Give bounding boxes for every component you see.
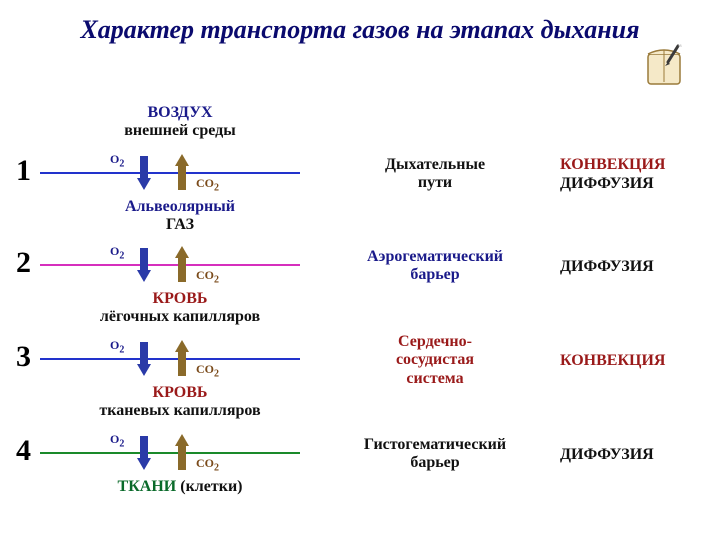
compartment-3: КРОВЬтканевых капилляров [55,384,305,421]
compartment-2: КРОВЬлёгочных капилляров [55,290,305,327]
notebook-icon [638,40,690,97]
mechanism-4: ДИФФУЗИЯ [560,445,710,464]
compartment-0: ВОЗДУХвнешней среды [55,104,305,141]
barrier-line-2 [40,264,300,266]
barrier-line-1 [40,172,300,174]
co2-arrow-1 [178,166,186,190]
stage-number-2: 2 [16,246,31,280]
co2-arrow-tip-4 [175,434,189,446]
slide-title: Характер транспорта газов на этапах дыха… [0,0,720,53]
o2-arrow-tip-4 [137,458,151,470]
mechanism-3: КОНВЕКЦИЯ [560,351,710,370]
barrier-line-4 [40,452,300,454]
barrier-line-3 [40,358,300,360]
pathway-label-3: Сердечно-сосудистаясистема [335,333,535,388]
co2-arrow-3 [178,352,186,376]
o2-arrow-4 [140,436,148,460]
mechanism-1: КОНВЕКЦИЯДИФФУЗИЯ [560,155,710,193]
o2-label-2: O2 [110,244,124,261]
stage-number-3: 3 [16,340,31,374]
diagram-area: ВОЗДУХвнешней среды АльвеолярныйГАЗ КРОВЬл… [0,100,720,540]
pathway-label-2: Аэрогематическийбарьер [335,248,535,285]
o2-arrow-tip-1 [137,178,151,190]
co2-arrow-tip-2 [175,246,189,258]
compartment-4: ТКАНИ (клетки) [55,478,305,496]
o2-arrow-tip-2 [137,270,151,282]
co2-label-3: CO2 [196,362,219,379]
co2-arrow-tip-3 [175,340,189,352]
o2-label-3: O2 [110,338,124,355]
o2-arrow-1 [140,156,148,180]
o2-label-1: O2 [110,152,124,169]
o2-arrow-3 [140,342,148,366]
pathway-label-1: Дыхательныепути [335,156,535,193]
co2-label-4: CO2 [196,456,219,473]
co2-arrow-4 [178,446,186,470]
pathway-label-4: Гистогематическийбарьер [335,436,535,473]
co2-arrow-2 [178,258,186,282]
mechanism-2: ДИФФУЗИЯ [560,257,710,276]
co2-label-1: CO2 [196,176,219,193]
o2-label-4: O2 [110,432,124,449]
o2-arrow-tip-3 [137,364,151,376]
compartment-1: АльвеолярныйГАЗ [55,198,305,235]
co2-label-2: CO2 [196,268,219,285]
stage-number-4: 4 [16,434,31,468]
co2-arrow-tip-1 [175,154,189,166]
o2-arrow-2 [140,248,148,272]
stage-number-1: 1 [16,154,31,188]
